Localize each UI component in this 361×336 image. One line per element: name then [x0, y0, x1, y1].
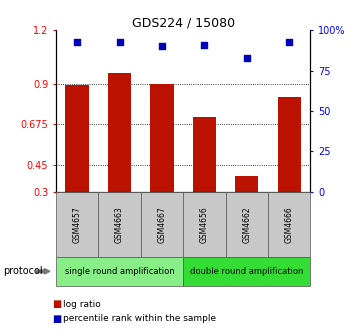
Text: GSM4666: GSM4666 — [285, 206, 294, 243]
Bar — [193, 117, 216, 192]
Text: GSM4667: GSM4667 — [157, 206, 166, 243]
Text: protocol: protocol — [4, 266, 43, 276]
Text: ■: ■ — [52, 299, 62, 309]
Point — [159, 44, 165, 49]
Text: log ratio: log ratio — [63, 300, 101, 308]
Bar — [235, 176, 258, 192]
Point — [74, 39, 80, 44]
Point — [117, 39, 122, 44]
Text: single round amplification: single round amplification — [65, 267, 174, 276]
Point — [201, 42, 207, 47]
Text: GSM4662: GSM4662 — [242, 206, 251, 243]
Text: GSM4656: GSM4656 — [200, 206, 209, 243]
Point — [244, 55, 250, 60]
Text: GSM4657: GSM4657 — [73, 206, 82, 243]
Text: ■: ■ — [52, 313, 62, 324]
Bar — [278, 96, 301, 192]
Text: percentile rank within the sample: percentile rank within the sample — [63, 314, 216, 323]
Title: GDS224 / 15080: GDS224 / 15080 — [132, 16, 235, 29]
Bar — [150, 84, 174, 192]
Text: GSM4663: GSM4663 — [115, 206, 124, 243]
Bar — [108, 73, 131, 192]
Point — [286, 39, 292, 44]
Text: double round amplification: double round amplification — [190, 267, 304, 276]
Bar — [65, 85, 89, 192]
